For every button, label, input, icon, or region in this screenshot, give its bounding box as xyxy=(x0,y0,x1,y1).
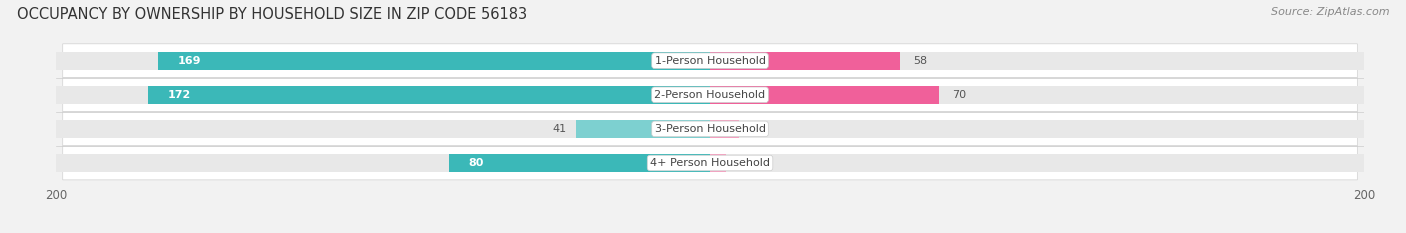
FancyBboxPatch shape xyxy=(63,78,1357,112)
Text: 5: 5 xyxy=(740,158,747,168)
Bar xyxy=(710,154,1364,172)
FancyBboxPatch shape xyxy=(63,146,1357,180)
Text: 169: 169 xyxy=(177,56,201,66)
Bar xyxy=(56,154,710,172)
Text: 41: 41 xyxy=(553,124,567,134)
Bar xyxy=(449,154,710,172)
Text: 1-Person Household: 1-Person Household xyxy=(655,56,765,66)
Bar xyxy=(148,86,710,104)
Text: OCCUPANCY BY OWNERSHIP BY HOUSEHOLD SIZE IN ZIP CODE 56183: OCCUPANCY BY OWNERSHIP BY HOUSEHOLD SIZE… xyxy=(17,7,527,22)
Bar xyxy=(56,52,710,70)
FancyBboxPatch shape xyxy=(63,112,1357,146)
Bar xyxy=(710,120,740,138)
Text: 2-Person Household: 2-Person Household xyxy=(654,90,766,100)
Bar xyxy=(710,86,939,104)
Text: 80: 80 xyxy=(468,158,484,168)
Text: 3-Person Household: 3-Person Household xyxy=(655,124,765,134)
Text: 172: 172 xyxy=(167,90,191,100)
Text: 4+ Person Household: 4+ Person Household xyxy=(650,158,770,168)
Bar xyxy=(56,86,710,104)
Bar xyxy=(576,120,710,138)
Bar xyxy=(710,154,727,172)
Text: 9: 9 xyxy=(752,124,759,134)
FancyBboxPatch shape xyxy=(63,44,1357,78)
Bar xyxy=(710,86,1364,104)
Bar xyxy=(710,52,900,70)
Text: Source: ZipAtlas.com: Source: ZipAtlas.com xyxy=(1271,7,1389,17)
Text: 58: 58 xyxy=(912,56,927,66)
Bar xyxy=(710,120,1364,138)
Text: 70: 70 xyxy=(952,90,966,100)
Bar xyxy=(56,120,710,138)
Bar xyxy=(157,52,710,70)
Bar xyxy=(710,52,1364,70)
